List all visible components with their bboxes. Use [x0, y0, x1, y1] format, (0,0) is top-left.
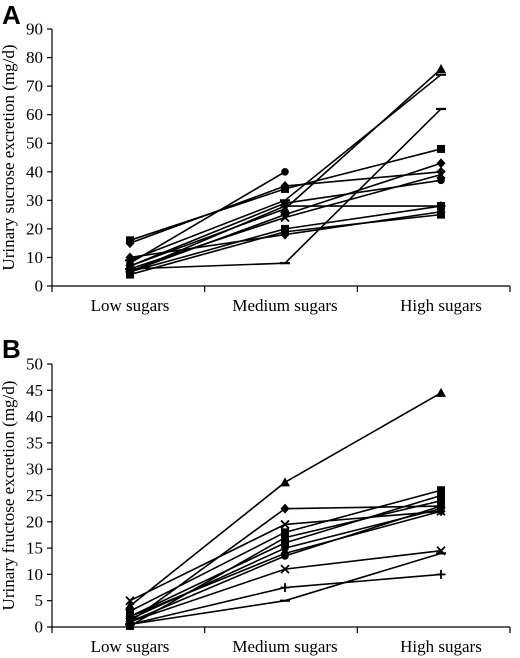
x-category-label: Medium sugars — [232, 637, 337, 656]
y-tick-label: 15 — [26, 539, 43, 558]
y-tick-label: 30 — [26, 460, 43, 479]
data-point-marker — [281, 533, 289, 542]
data-point-marker — [280, 181, 290, 192]
data-point-marker — [437, 491, 445, 500]
y-tick-label: 35 — [26, 433, 43, 452]
y-tick-label: 25 — [26, 486, 43, 505]
data-point-marker — [436, 158, 446, 169]
series-line — [129, 171, 286, 264]
series-line — [129, 499, 442, 627]
data-point-marker — [436, 206, 446, 217]
x-category-label: Medium sugars — [232, 296, 337, 315]
panel-letter: A — [2, 0, 21, 30]
series-1 — [125, 387, 446, 610]
series-9 — [125, 569, 446, 629]
data-point-marker — [437, 144, 445, 153]
y-tick-label: 60 — [26, 105, 43, 124]
y-tick-label: 20 — [26, 512, 43, 531]
data-point-marker — [126, 615, 134, 623]
x-category-label: Low sugars — [91, 637, 170, 656]
y-tick-label: 40 — [26, 162, 43, 181]
y-tick-label: 45 — [26, 381, 43, 400]
y-tick-label: 0 — [35, 618, 44, 637]
data-point-marker — [281, 544, 289, 552]
data-point-marker — [280, 503, 290, 514]
x-category-label: High sugars — [400, 637, 482, 656]
data-point-marker — [437, 176, 445, 185]
series-line — [129, 392, 442, 607]
data-point-marker — [281, 552, 289, 560]
y-tick-label: 30 — [26, 191, 43, 210]
y-tick-label: 20 — [26, 219, 43, 238]
series-12 — [126, 210, 445, 279]
panel-letter: B — [2, 334, 21, 364]
data-point-marker — [280, 212, 290, 223]
chart-panel-b: B 0 5 10 15 20 25 30 35 40 45 50 Low sugars Medium su… — [0, 334, 511, 656]
data-point-marker — [281, 167, 289, 176]
series-4 — [126, 486, 445, 616]
y-tick-label: 50 — [26, 134, 43, 153]
data-point-marker — [126, 607, 134, 616]
y-tick-label: 70 — [26, 77, 43, 96]
series-11 — [126, 496, 445, 630]
series-13 — [125, 206, 446, 263]
data-point-marker — [436, 63, 446, 73]
data-point-marker — [436, 169, 446, 180]
data-point-marker — [280, 477, 290, 487]
data-point-marker — [125, 596, 135, 606]
data-point-marker — [437, 504, 445, 513]
data-point-marker — [125, 238, 135, 249]
data-point-marker — [281, 538, 289, 547]
data-point-marker — [437, 496, 445, 505]
y-tick-label: 10 — [26, 248, 43, 267]
y-tick-label: 90 — [26, 20, 43, 39]
y-tick-label: 80 — [26, 48, 43, 67]
data-point-marker — [126, 270, 134, 279]
series-5 — [125, 63, 446, 271]
data-point-marker — [436, 387, 446, 397]
series-line — [129, 213, 442, 276]
series-12 — [126, 504, 445, 623]
y-tick-label: 5 — [35, 591, 44, 610]
y-tick-label: 50 — [26, 355, 43, 374]
y-axis-title: Urinary fructose excretion (mg/d) — [0, 381, 18, 611]
data-point-marker — [126, 621, 134, 630]
data-point-marker — [437, 486, 445, 495]
data-point-marker — [436, 166, 446, 177]
data-point-marker — [280, 564, 290, 574]
data-point-marker — [281, 528, 289, 537]
y-axis-title: Urinary sucrose excretion (mg/d) — [0, 44, 18, 270]
series-3 — [125, 166, 446, 249]
y-tick-label: 0 — [35, 277, 44, 296]
x-category-label: Low sugars — [91, 296, 170, 315]
data-point-marker — [280, 519, 290, 530]
data-point-marker — [125, 252, 135, 263]
chart-panel-a: A 0 10 20 30 40 50 60 70 80 90 Low sugars Medium sug… — [0, 0, 511, 315]
y-tick-label: 10 — [26, 565, 43, 584]
x-category-label: High sugars — [400, 296, 482, 315]
data-point-marker — [280, 229, 290, 240]
y-tick-label: 40 — [26, 407, 43, 426]
